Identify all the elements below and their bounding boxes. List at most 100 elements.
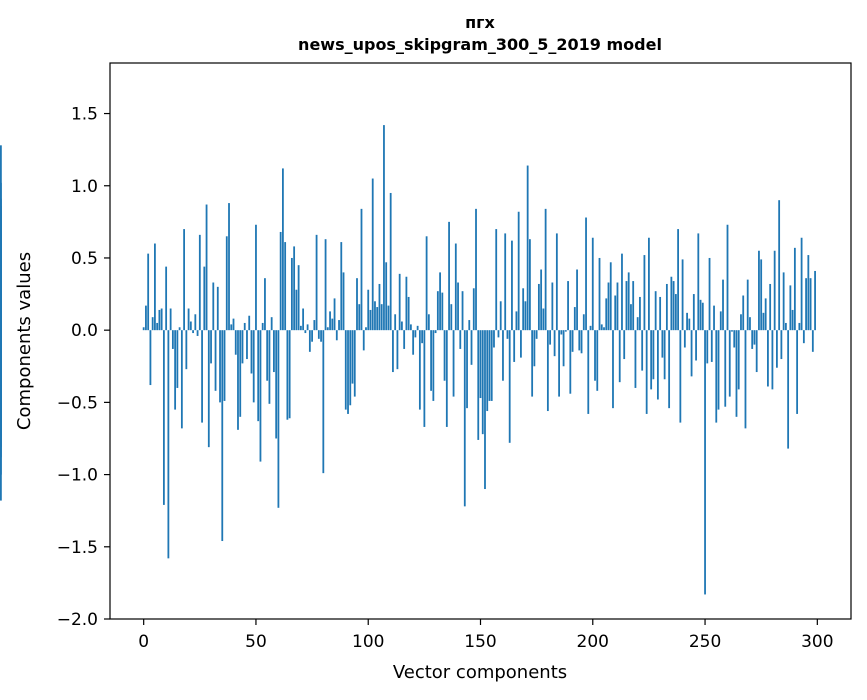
bar-159 <box>499 301 502 331</box>
bar-106 <box>380 304 383 331</box>
bar-72 <box>304 330 307 334</box>
bar-22 <box>192 330 194 334</box>
bar-17 <box>180 330 183 429</box>
bar-95 <box>356 278 358 331</box>
bar-274 <box>758 250 760 331</box>
bar-30 <box>210 330 212 364</box>
y-tick-label: −2.0 <box>57 610 98 630</box>
bar-263 <box>733 330 736 348</box>
bar-54 <box>264 278 266 331</box>
bar-278 <box>767 330 769 387</box>
bar-225 <box>648 237 650 331</box>
bar-242 <box>686 312 688 331</box>
x-tick-label: 300 <box>801 632 833 652</box>
y-tick-label: −0.5 <box>57 393 98 413</box>
bar-9 <box>162 330 165 505</box>
bar-174 <box>533 330 536 367</box>
bar-163 <box>508 330 511 443</box>
bar-231 <box>661 330 664 358</box>
bar-64 <box>286 330 289 420</box>
bar-239 <box>679 330 682 423</box>
bar-107 <box>383 125 385 331</box>
bar-209 <box>612 330 614 409</box>
bar-1 <box>145 305 147 331</box>
bar-108 <box>385 262 388 331</box>
y-tick-label: −1.5 <box>57 538 98 558</box>
bar-199 <box>589 325 592 331</box>
bar-245 <box>692 294 695 331</box>
bar-undefined <box>0 198 2 331</box>
bar-223 <box>643 255 646 331</box>
bar-252 <box>708 257 711 331</box>
bar-219 <box>634 330 637 388</box>
bar-236 <box>672 281 675 331</box>
bar-190 <box>569 330 572 394</box>
bar-123 <box>418 330 421 410</box>
bar-217 <box>630 304 632 331</box>
bar-92 <box>349 330 352 406</box>
bar-280 <box>771 330 774 390</box>
bar-156 <box>493 330 495 348</box>
bar-189 <box>567 281 569 331</box>
y-tick-label: 0.0 <box>71 321 98 341</box>
bar-196 <box>582 314 585 331</box>
bar-138 <box>452 330 455 397</box>
y-axis-label: Components values <box>14 252 35 430</box>
bar-110 <box>389 192 392 331</box>
bar-249 <box>701 302 704 331</box>
bar-75 <box>311 330 313 342</box>
bar-254 <box>713 305 715 331</box>
chart-subtitle: news_upos_skipgram_300_5_2019 model <box>298 35 662 54</box>
bar-185 <box>558 330 560 397</box>
bar-187 <box>562 330 565 367</box>
bar-253 <box>710 330 713 362</box>
bar-undefined <box>0 330 2 386</box>
bar-3 <box>149 330 152 386</box>
bar-97 <box>360 208 363 331</box>
bar-89 <box>342 272 345 331</box>
bar-136 <box>448 221 450 331</box>
bar-32 <box>214 330 217 391</box>
bar-18 <box>183 229 185 331</box>
bar-70 <box>299 325 302 331</box>
bar-27 <box>203 266 206 331</box>
bar-25 <box>198 234 201 331</box>
bar-10 <box>165 266 168 331</box>
bar-52 <box>259 330 262 462</box>
bar-102 <box>371 178 374 331</box>
bar-78 <box>317 330 320 339</box>
bar-140 <box>457 282 459 331</box>
bar-157 <box>495 229 498 331</box>
bar-267 <box>742 295 745 331</box>
bar-227 <box>652 330 655 380</box>
bar-243 <box>688 318 691 331</box>
bar-47 <box>248 315 251 331</box>
bar-56 <box>268 330 271 404</box>
bar-16 <box>178 327 181 331</box>
bar-23 <box>194 314 197 331</box>
bar-270 <box>749 317 751 331</box>
bar-15 <box>176 330 179 388</box>
bar-200 <box>591 237 594 331</box>
bar-197 <box>585 217 587 331</box>
bar-178 <box>542 308 545 331</box>
bar-73 <box>306 324 309 331</box>
bar-99 <box>365 327 367 331</box>
bar-235 <box>670 276 673 331</box>
bar-58 <box>273 330 275 373</box>
bar-176 <box>537 283 540 331</box>
bar-155 <box>490 330 493 401</box>
bar-44 <box>241 330 244 364</box>
bar-286 <box>784 322 787 331</box>
bar-161 <box>504 233 507 331</box>
bar-259 <box>724 330 727 407</box>
bar-59 <box>275 330 278 439</box>
bar-171 <box>526 165 529 331</box>
bar-191 <box>571 330 574 352</box>
bar-208 <box>609 262 612 331</box>
bar-142 <box>461 291 464 331</box>
bar-182 <box>551 282 554 331</box>
bar-113 <box>396 330 399 370</box>
x-axis-ticks: 0 50 100 150 200 250 300 <box>138 619 834 652</box>
bar-101 <box>369 309 372 331</box>
